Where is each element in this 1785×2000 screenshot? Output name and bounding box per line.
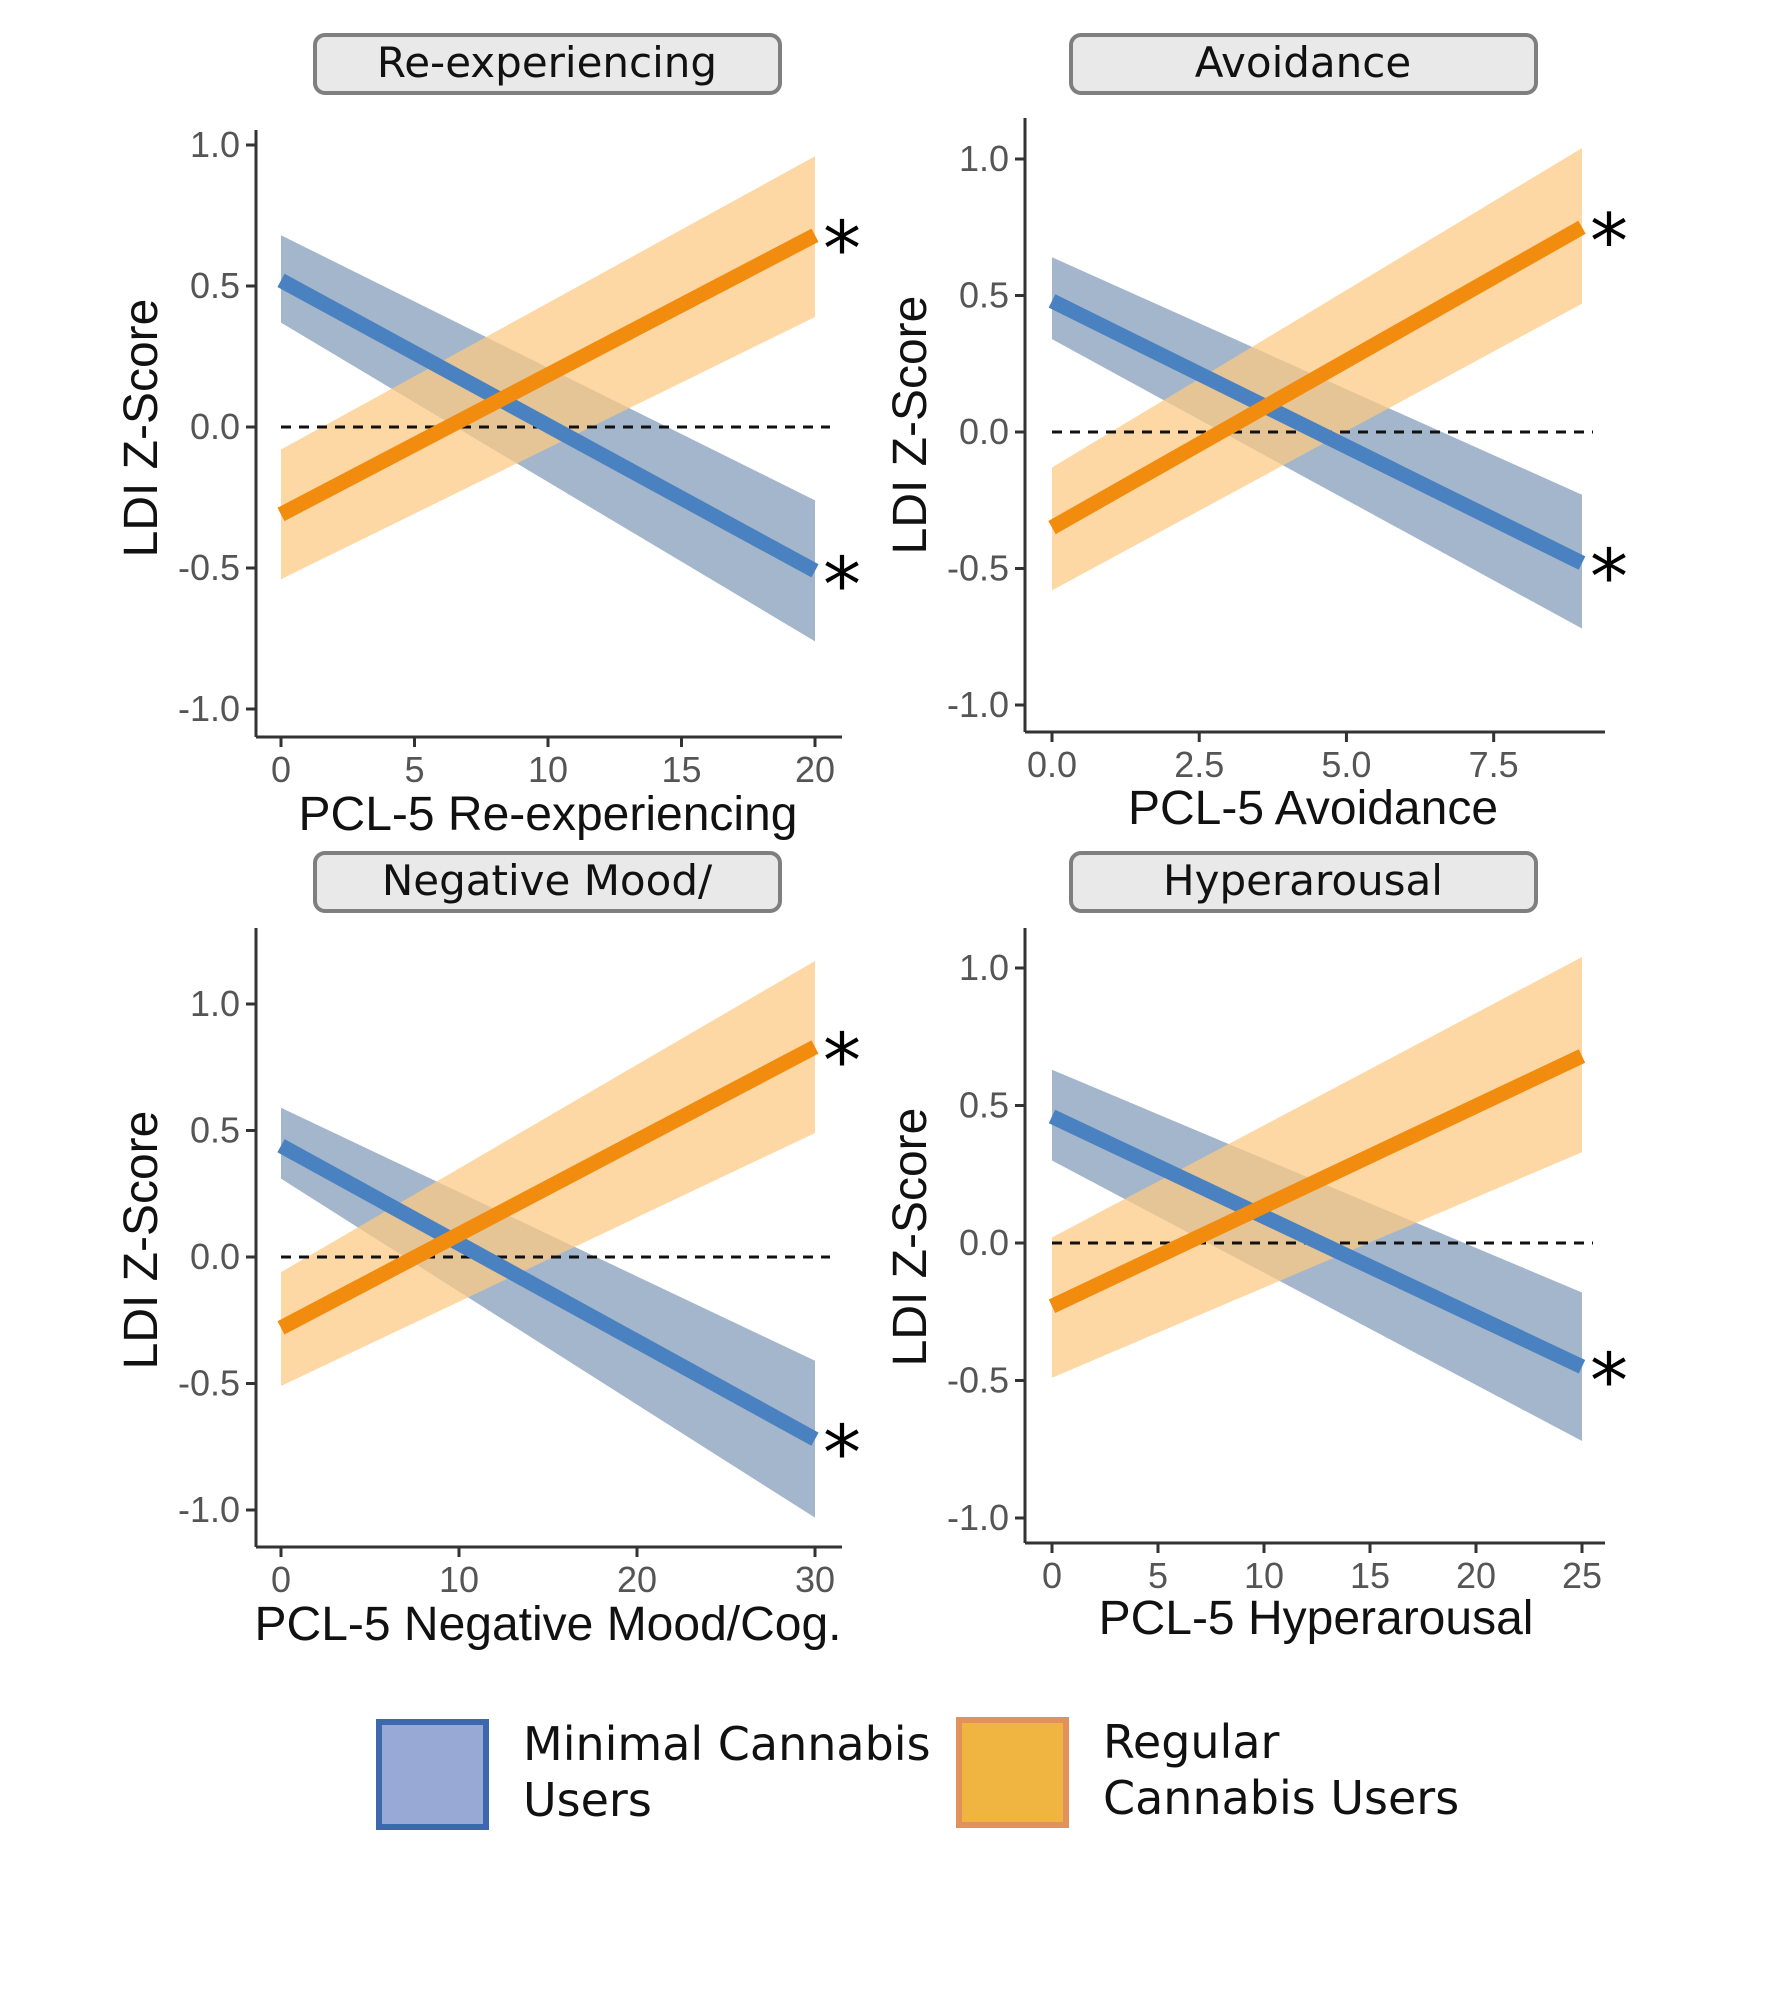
x-tick-label: 10 [1244, 1555, 1284, 1596]
panel-re-experiencing: Re-experiencing * * -1.0 -0.5 0.0 0.5 1.0 0 5 10 1… [115, 33, 861, 841]
y-tick-label: -0.5 [178, 547, 240, 588]
legend-label-regular-line2: Cannabis Users [1103, 1771, 1459, 1825]
y-tick-label: 0.5 [959, 1085, 1009, 1126]
y-axis-title: LDI Z-Score [884, 1108, 937, 1367]
plot-area: * * -1.0 -0.5 0.0 0.5 1.0 0 5 10 15 20 [178, 124, 861, 790]
ci-band-regular [1052, 957, 1582, 1378]
significance-marker-regular: * [823, 204, 861, 293]
plot-area: * * -1.0 -0.5 0.0 0.5 1.0 0 10 20 30 [178, 928, 861, 1600]
y-tick-label: 0.0 [959, 1222, 1009, 1263]
y-tick-label: -0.5 [947, 1360, 1009, 1401]
strip-box [1069, 33, 1538, 95]
y-axis-title: LDI Z-Score [115, 1111, 168, 1370]
plot-area: * * -1.0 -0.5 0.0 0.5 1.0 0.0 2.5 5.0 7.5 [947, 118, 1628, 785]
strip-label: Hyperarousal [1163, 856, 1443, 905]
x-tick-label: 15 [1350, 1555, 1390, 1596]
y-tick-label: 0.5 [190, 1110, 240, 1151]
plot-area: * -1.0 -0.5 0.0 0.5 1.0 0 5 10 15 20 25 [947, 928, 1628, 1596]
legend: Minimal Cannabis Users Regular Cannabis … [376, 1715, 1459, 1830]
significance-marker-minimal: * [1590, 1336, 1628, 1425]
series-line-minimal [277, 273, 819, 578]
y-axis-title: LDI Z-Score [884, 296, 937, 555]
x-tick-label: 2.5 [1174, 744, 1224, 785]
series-line-regular [277, 1040, 819, 1335]
significance-marker-minimal: * [823, 1408, 861, 1497]
x-tick-label: 0 [1042, 1555, 1062, 1596]
x-tick-label: 30 [795, 1559, 835, 1600]
panel-hyperarousal: Hyperarousal * -1.0 -0.5 0.0 0.5 1.0 0 5 10 15 20 2… [884, 851, 1628, 1645]
ci-band-regular [281, 960, 815, 1387]
y-tick-label: 0.5 [190, 265, 240, 306]
x-tick-label: 15 [661, 749, 701, 790]
series-line-minimal [277, 1139, 819, 1446]
x-tick-label: 7.5 [1469, 744, 1519, 785]
strip-box [1069, 851, 1538, 913]
y-axis-title: LDI Z-Score [115, 299, 168, 558]
strip-label: Re-experiencing [377, 38, 717, 87]
legend-item-regular: Regular Cannabis Users [956, 1715, 1459, 1828]
strip-label: Negative Mood/ [382, 856, 713, 905]
y-tick-label: 1.0 [959, 947, 1009, 988]
significance-marker-regular: * [1590, 196, 1628, 285]
series-line-regular [1048, 1049, 1586, 1314]
x-tick-label: 0 [271, 1559, 291, 1600]
series-line-minimal [1048, 1109, 1586, 1374]
x-tick-label: 5.0 [1321, 744, 1371, 785]
legend-label-minimal-line2: Users [523, 1773, 652, 1827]
y-tick-label: -1.0 [947, 1497, 1009, 1538]
legend-swatch-minimal [376, 1719, 489, 1830]
series-line-minimal [1048, 294, 1586, 570]
panel-avoidance: Avoidance * * -1.0 -0.5 0.0 0.5 1.0 0.0 2.5 5.0 7.… [884, 33, 1628, 835]
significance-marker-minimal: * [1590, 532, 1628, 621]
y-tick-label: -1.0 [178, 688, 240, 729]
strip-label: Avoidance [1195, 38, 1411, 87]
x-tick-label: 25 [1562, 1555, 1602, 1596]
y-tick-label: -1.0 [947, 684, 1009, 725]
y-tick-label: 1.0 [190, 983, 240, 1024]
series-line-regular [277, 228, 819, 522]
y-tick-label: 0.0 [959, 411, 1009, 452]
y-tick-label: 1.0 [959, 138, 1009, 179]
strip-box [313, 851, 782, 913]
legend-item-minimal: Minimal Cannabis Users [376, 1717, 931, 1830]
y-tick-label: 0.0 [190, 1236, 240, 1277]
x-tick-label: 20 [1456, 1555, 1496, 1596]
x-tick-label: 5 [404, 749, 424, 790]
x-tick-label: 5 [1148, 1555, 1168, 1596]
x-tick-label: 10 [528, 749, 568, 790]
y-tick-label: 0.0 [190, 406, 240, 447]
x-tick-label: 20 [617, 1559, 657, 1600]
y-tick-label: 1.0 [190, 124, 240, 165]
legend-swatch-regular [956, 1717, 1069, 1828]
significance-marker-regular: * [823, 1016, 861, 1105]
legend-label-minimal-line1: Minimal Cannabis [523, 1717, 931, 1771]
y-tick-label: -0.5 [947, 548, 1009, 589]
x-tick-label: 0 [271, 749, 291, 790]
x-axis-title: PCL-5 Re-experiencing [299, 788, 798, 841]
x-tick-label: 0.0 [1027, 744, 1077, 785]
legend-label-regular-line1: Regular [1103, 1715, 1280, 1769]
significance-marker-minimal: * [823, 540, 861, 629]
x-tick-label: 20 [795, 749, 835, 790]
x-axis-title: PCL-5 Avoidance [1128, 782, 1498, 835]
strip-box [313, 33, 782, 95]
x-axis-title: PCL-5 Negative Mood/Cog. [255, 1598, 842, 1651]
panel-negative-mood: Negative Mood/ * * -1.0 -0.5 0.0 0.5 1.0 0 10 20 3… [115, 851, 861, 1651]
y-tick-label: -0.5 [178, 1363, 240, 1404]
y-tick-label: -1.0 [178, 1489, 240, 1530]
x-tick-label: 10 [439, 1559, 479, 1600]
x-axis-title: PCL-5 Hyperarousal [1099, 1592, 1534, 1645]
y-tick-label: 0.5 [959, 275, 1009, 316]
series-line-regular [1048, 220, 1586, 535]
